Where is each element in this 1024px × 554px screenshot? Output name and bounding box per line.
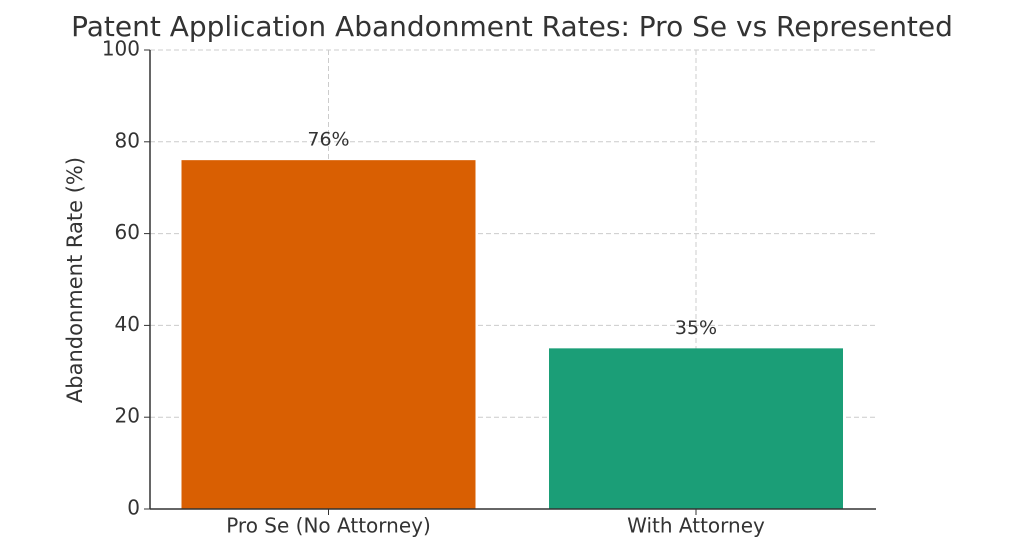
bar bbox=[549, 348, 843, 509]
y-tick-label: 20 bbox=[115, 404, 140, 428]
y-tick-label: 0 bbox=[127, 496, 140, 520]
y-tick-label: 40 bbox=[115, 312, 140, 336]
y-tick-label: 60 bbox=[115, 220, 140, 244]
x-tick-label: With Attorney bbox=[627, 514, 765, 538]
value-label: 76% bbox=[307, 129, 349, 151]
y-tick-label: 80 bbox=[115, 128, 140, 152]
y-tick-label: 100 bbox=[102, 37, 140, 61]
bar bbox=[181, 160, 476, 509]
x-tick-label: Pro Se (No Attorney) bbox=[226, 514, 431, 538]
chart-title: Patent Application Abandonment Rates: Pr… bbox=[71, 10, 953, 43]
y-axis-label: Abandonment Rate (%) bbox=[63, 157, 87, 403]
value-label: 35% bbox=[675, 317, 717, 339]
